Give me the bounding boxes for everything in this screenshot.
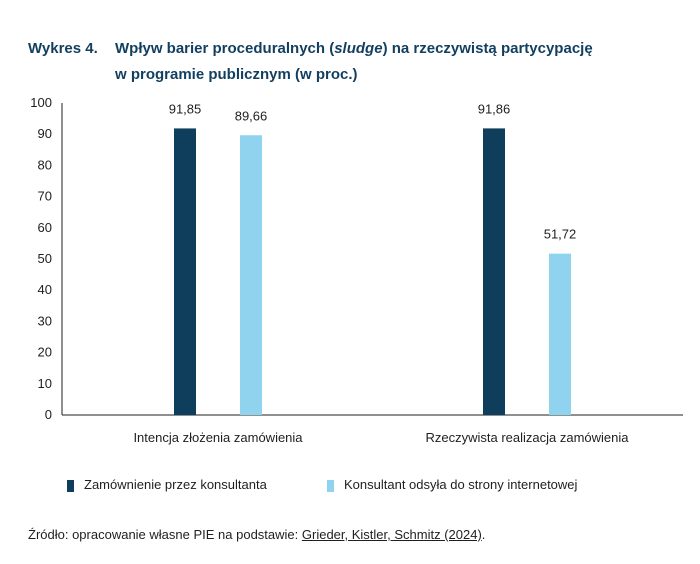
legend: Zamównienie przez konsultanta Konsultant… [0,477,700,497]
y-tick-label: 40 [38,282,52,297]
y-tick-label: 0 [45,407,52,422]
source-suffix: . [481,527,486,542]
y-tick-label: 30 [38,313,52,328]
y-tick-label: 100 [30,95,52,110]
data-label: 91,85 [169,101,202,116]
legend-swatch-consultant [67,480,74,492]
bar [549,253,571,415]
bar [174,128,196,416]
y-tick-label: 50 [38,251,52,266]
data-label: 89,66 [235,108,268,123]
bar [240,135,262,415]
title-part-1: Wpływ barier proceduralnych ( [115,40,335,57]
legend-label-consultant: Zamównienie przez konsultanta [84,477,267,492]
x-category-label: Intencja złożenia zamówienia [133,430,303,445]
title-italic: sludge [334,40,383,57]
y-tick-label: 70 [38,189,52,204]
title-line-2: w programie publicznym (w proc.) [115,66,358,83]
title-part-2: ) na rzeczywistą partycypację [382,40,593,57]
legend-swatch-website [327,480,334,492]
source-link[interactable]: Grieder, Kistler, Schmitz (2024) [301,527,482,542]
source-note: Źródło: opracowanie własne PIE na podsta… [28,527,485,542]
y-tick-label: 90 [38,126,52,141]
bar [483,128,505,416]
data-label: 91,86 [478,101,511,116]
y-tick-label: 80 [38,157,52,172]
bar-chart: 0 10 20 30 40 50 60 70 80 90 100 91,85 89,66 Intencja… [30,95,683,445]
source-prefix: Źródło: opracowanie własne PIE na podsta… [28,527,302,542]
y-tick-label: 10 [38,376,52,391]
x-category-label: Rzeczywista realizacja zamówienia [425,430,629,445]
y-tick-label: 20 [38,345,52,360]
legend-label-website: Konsultant odsyła do strony internetowej [344,477,578,492]
data-label: 51,72 [544,227,577,242]
figure-number: Wykres 4. [28,40,98,57]
y-tick-label: 60 [38,220,52,235]
title-text: Wpływ barier proceduralnych (sludge) na … [115,36,675,88]
